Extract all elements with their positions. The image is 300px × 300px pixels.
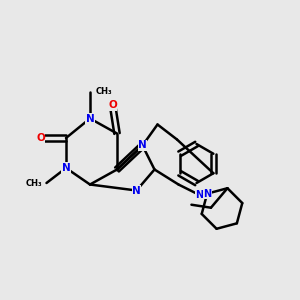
- Text: CH₃: CH₃: [26, 178, 42, 188]
- Text: N: N: [195, 190, 204, 200]
- Text: N: N: [203, 189, 211, 199]
- Text: N: N: [132, 185, 141, 196]
- Text: O: O: [108, 100, 117, 110]
- Text: N: N: [61, 163, 70, 173]
- Text: CH₃: CH₃: [95, 87, 112, 96]
- Text: N: N: [138, 140, 147, 151]
- Text: N: N: [85, 113, 94, 124]
- Text: O: O: [36, 133, 45, 143]
